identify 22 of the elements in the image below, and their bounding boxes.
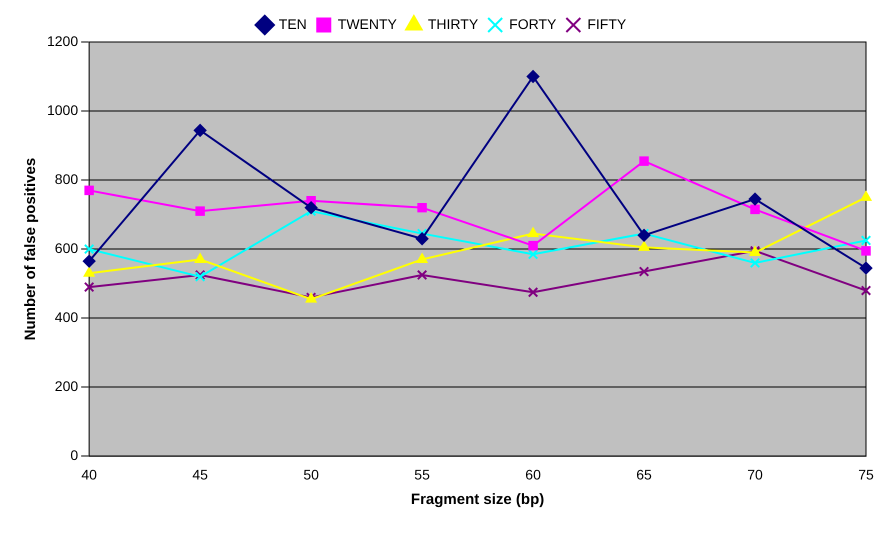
legend-label: FIFTY [587, 16, 627, 32]
legend-label: THIRTY [428, 16, 479, 32]
x-axis-title: Fragment size (bp) [410, 491, 544, 508]
y-tick-label: 1200 [46, 32, 78, 49]
y-tick-label: 1000 [46, 102, 78, 118]
y-tick-label: 400 [54, 308, 78, 325]
legend-label: TEN [278, 16, 307, 32]
y-tick-label: 800 [54, 170, 78, 187]
y-tick-label: 0 [70, 447, 78, 464]
y-axis-title: Number of false positives [22, 158, 40, 340]
x-tick-label: 70 [747, 466, 764, 482]
y-tick-label: 200 [54, 378, 78, 394]
x-tick-label: 65 [636, 466, 652, 482]
x-tick-label: 45 [192, 466, 208, 482]
x-tick-label: 75 [858, 466, 874, 482]
x-tick-label: 55 [414, 466, 430, 482]
y-tick-label: 600 [54, 240, 78, 256]
legend-label: TWENTY [338, 16, 398, 32]
x-tick-label: 40 [81, 466, 98, 482]
x-tick-label: 60 [525, 466, 542, 482]
legend-label: FORTY [509, 16, 558, 32]
x-tick-label: 50 [303, 466, 320, 482]
